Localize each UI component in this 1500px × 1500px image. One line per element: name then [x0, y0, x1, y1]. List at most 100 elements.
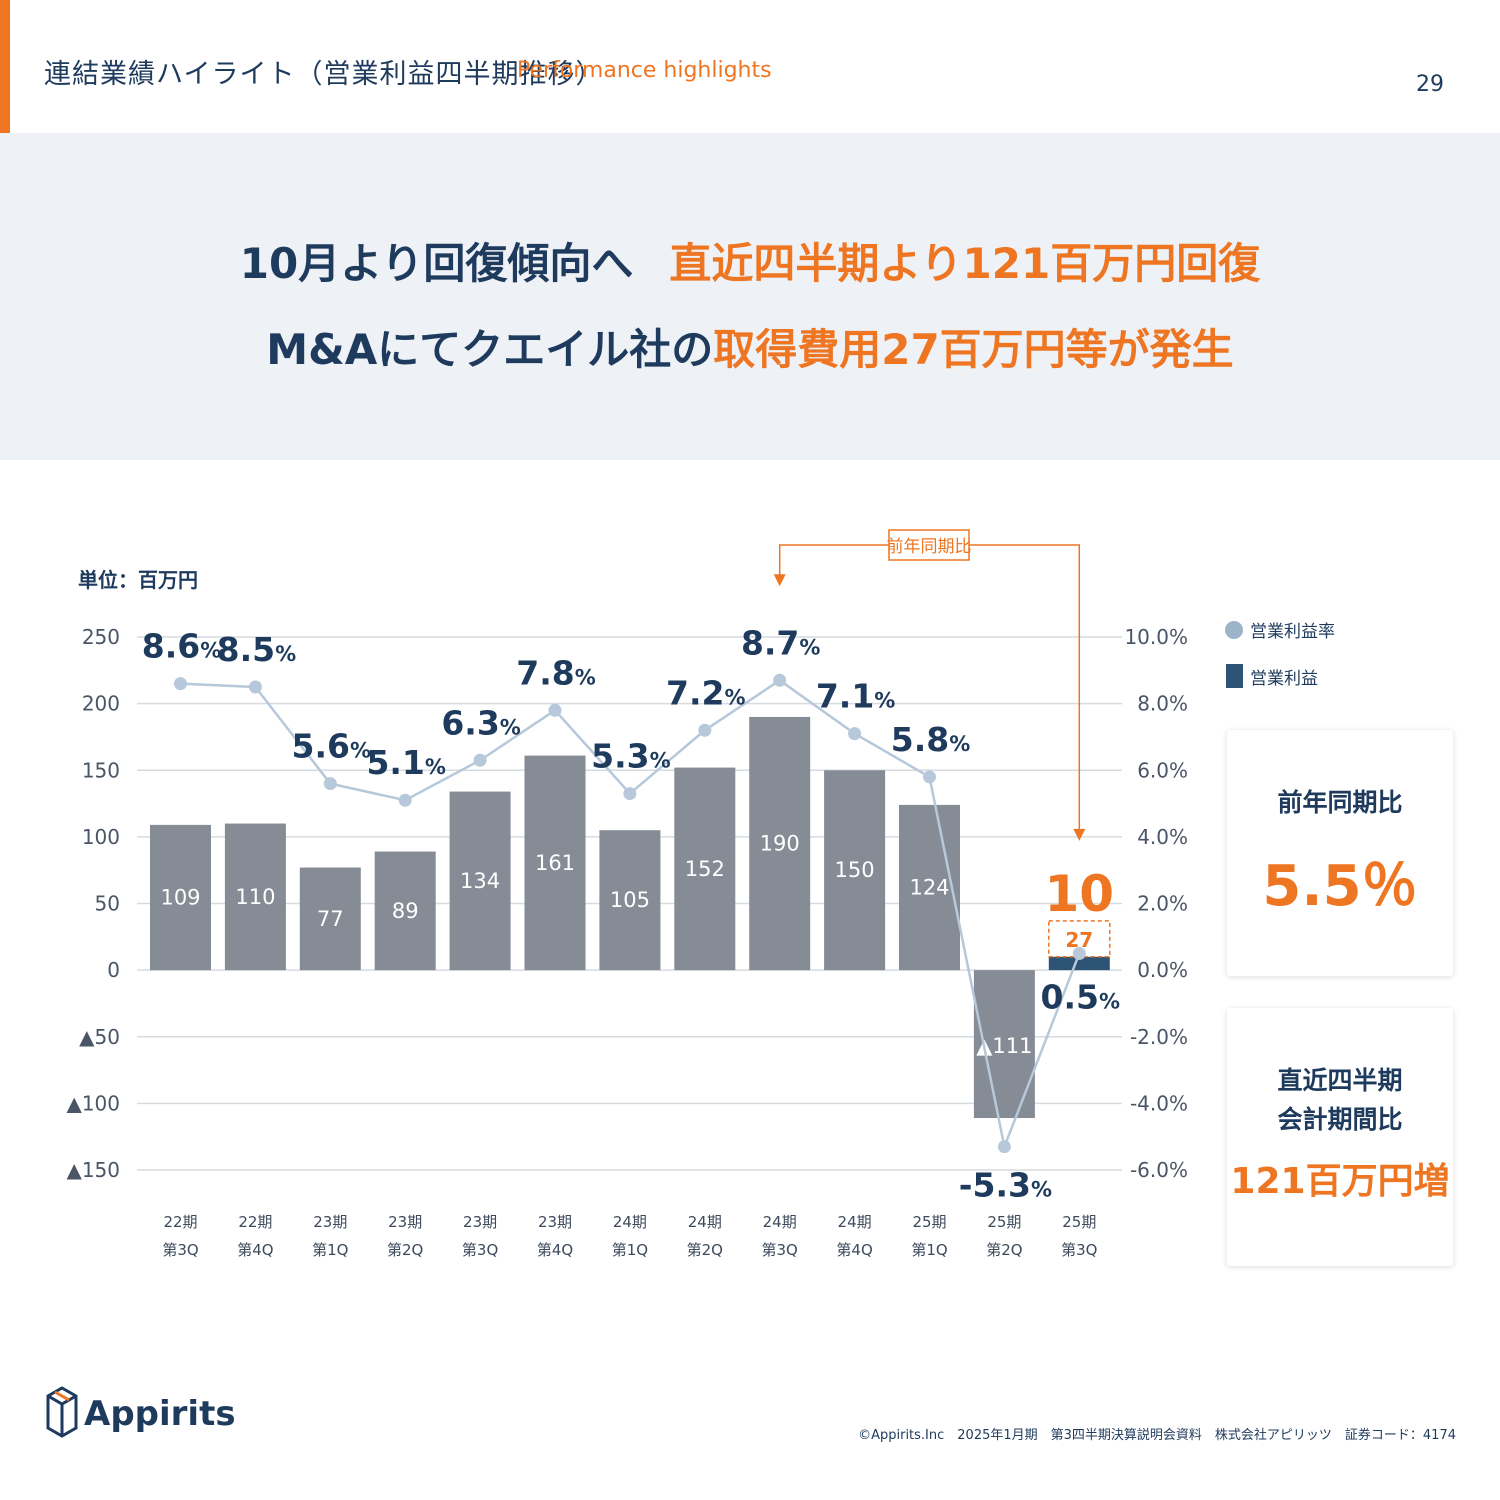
x-axis-label: 22期: [163, 1213, 197, 1231]
x-axis-label: 25期: [987, 1213, 1021, 1231]
bar-value-label: 105: [610, 888, 650, 912]
right-axis-tick: 4.0%: [1137, 825, 1188, 849]
margin-label: 5.3%: [591, 737, 671, 776]
x-axis-label: 23期: [388, 1213, 422, 1231]
right-axis-tick: 10.0%: [1124, 625, 1188, 649]
x-axis-label: 第1Q: [312, 1241, 348, 1259]
x-axis-label: 第1Q: [911, 1241, 947, 1259]
bar-value-label: 134: [460, 869, 500, 893]
margin-point: [773, 673, 787, 687]
right-axis-tick: 2.0%: [1137, 892, 1188, 916]
x-axis-label: 第2Q: [986, 1241, 1022, 1259]
margin-point: [623, 787, 637, 801]
margin-point: [248, 680, 262, 694]
bar: [449, 791, 511, 971]
bar: [299, 867, 361, 971]
headline-line-2-dark: M&Aにてクエイル社の: [266, 325, 714, 374]
unit-label: 単位：百万円: [78, 568, 198, 592]
headline-line-1-orange: 直近四半期より121百万円回復: [669, 239, 1261, 288]
yoy-card-value: 5.5％: [1262, 853, 1418, 919]
margin-label: 5.6%: [292, 727, 372, 766]
left-axis-tick: ▲150: [66, 1158, 120, 1182]
x-axis-label: 23期: [463, 1213, 497, 1231]
legend-item: 営業利益: [1250, 669, 1318, 689]
legend-line-icon: [1225, 621, 1243, 639]
right-axis-tick: -6.0%: [1130, 1158, 1188, 1182]
x-axis-label: 23期: [313, 1213, 347, 1231]
margin-label: 7.1%: [816, 677, 896, 716]
percent-suffix: %: [1031, 1178, 1052, 1202]
x-axis-label: 25期: [1062, 1213, 1096, 1231]
margin-label: 8.7%: [741, 623, 821, 662]
margin-label: 7.2%: [666, 673, 746, 712]
comparison-label: 前年同期比: [887, 537, 972, 557]
headline-line-1-dark: 10月より回復傾向へ: [239, 239, 634, 288]
margin-point: [923, 770, 936, 784]
headline-line-2-orange: 取得費用27百万円等が発生: [713, 325, 1234, 374]
bar: [374, 851, 436, 971]
bar-value-label: 110: [235, 885, 275, 909]
margin-point: [398, 793, 412, 807]
operating-profit-chart: 単位：百万円 250 200 150 100 50 0 ▲50 ▲100 ▲150 10.0% 8.0…: [66, 529, 1335, 1259]
margin-label: 7.8%: [516, 653, 596, 692]
bar-value-label: 150: [835, 858, 875, 882]
x-axis-label: 第4Q: [237, 1241, 273, 1259]
right-axis-tick: 0.0%: [1137, 958, 1188, 982]
legend-item: 営業利益率: [1250, 622, 1335, 642]
left-axis-tick: 250: [82, 625, 120, 649]
margin-point: [1072, 946, 1086, 960]
percent-suffix: %: [1099, 989, 1120, 1013]
x-axis-label: 第1Q: [612, 1241, 648, 1259]
bar-value-label: 124: [909, 876, 949, 900]
margin-label: 8.6%: [142, 627, 222, 666]
bar: [824, 770, 886, 971]
page-number: 29: [1416, 72, 1444, 97]
company-logo: Appirits: [46, 1384, 236, 1444]
margin-label: 8.5%: [217, 630, 297, 669]
left-axis-tick: ▲50: [79, 1025, 120, 1049]
percent-suffix: %: [650, 749, 671, 773]
margin-label: -5.3%: [959, 1166, 1052, 1205]
margin-point: [473, 753, 487, 767]
percent-suffix: %: [200, 639, 221, 663]
x-axis-label: 24期: [688, 1213, 722, 1231]
cube-logo-icon: [46, 1386, 78, 1438]
qoq-card-label-line-1: 直近四半期: [1277, 1066, 1403, 1095]
footer-copyright: ©Appirits.Inc 2025年1月期 第3四半期決算説明会資料 株式会社…: [858, 1428, 1456, 1443]
margin-label: 0.5%: [1041, 977, 1121, 1016]
percent-suffix: %: [500, 715, 521, 739]
bar-value-label: 161: [535, 851, 575, 875]
left-axis-tick: 200: [82, 692, 120, 716]
logo-text: Appirits: [84, 1394, 236, 1434]
header-accent-bar: [0, 0, 10, 133]
margin-point: [174, 677, 187, 691]
bar-value-label: 190: [760, 832, 800, 856]
x-axis-label: 第2Q: [387, 1241, 423, 1259]
bar-current-quarter: [1048, 956, 1110, 971]
percent-suffix: %: [425, 755, 446, 779]
left-axis-tick: 0: [107, 958, 120, 982]
left-axis-tick: 150: [82, 758, 120, 782]
bar: [224, 823, 286, 971]
bar: [749, 716, 811, 971]
x-axis-label: 第3Q: [762, 1241, 798, 1259]
x-axis-label: 24期: [838, 1213, 872, 1231]
bar-value-label: 10: [1045, 865, 1115, 923]
bar-value-label: 77: [317, 907, 344, 931]
comparison-label-box: [888, 529, 970, 561]
headline-banner: [0, 133, 1500, 460]
headline-line-1: 10月より回復傾向へ 直近四半期より121百万円回復: [0, 230, 1500, 291]
percent-suffix: %: [350, 739, 371, 763]
qoq-card: 直近四半期 会計期間比 121百万円増: [1227, 1008, 1453, 1266]
yoy-card: 前年同期比 5.5％: [1227, 730, 1453, 976]
percent-suffix: %: [799, 635, 820, 659]
margin-point: [997, 1140, 1011, 1154]
x-axis-label: 第2Q: [687, 1241, 723, 1259]
percent-suffix: %: [575, 665, 596, 689]
margin-point: [548, 703, 562, 717]
x-axis-label: 24期: [613, 1213, 647, 1231]
right-axis-tick: 8.0%: [1137, 692, 1188, 716]
bar: [599, 830, 661, 971]
percent-suffix: %: [874, 689, 895, 713]
x-axis-label: 第4Q: [537, 1241, 573, 1259]
